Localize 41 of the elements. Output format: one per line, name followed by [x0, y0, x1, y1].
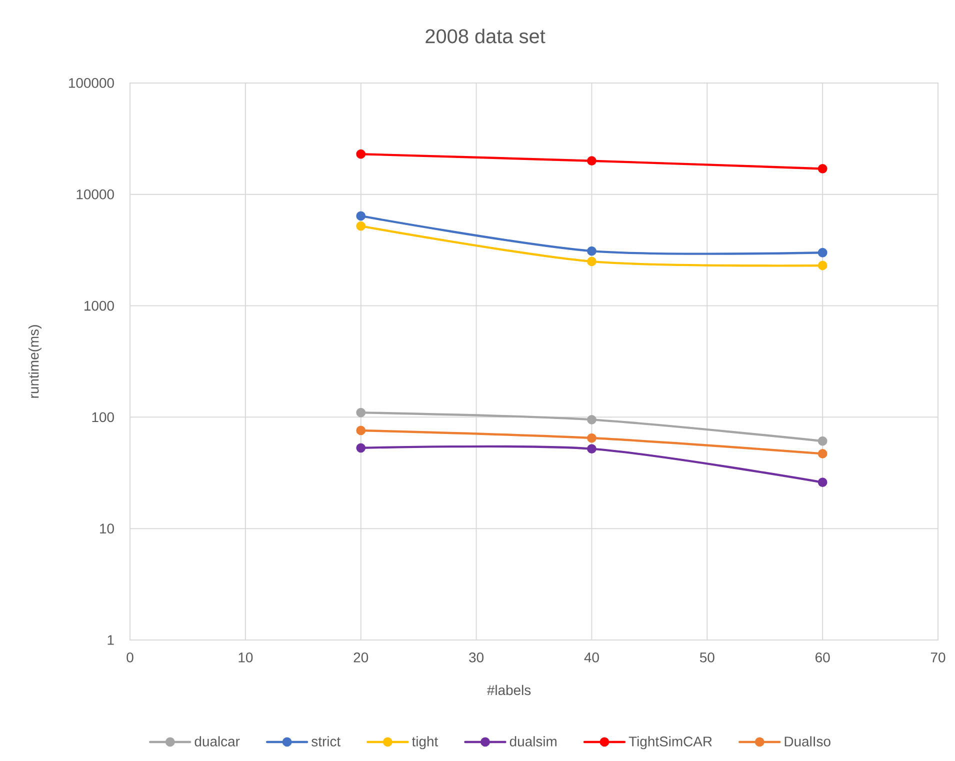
- y-tick-label: 100000: [69, 78, 114, 88]
- point: [587, 156, 596, 166]
- x-tick-label: 20: [354, 652, 368, 662]
- point: [818, 436, 828, 446]
- x-tick-label: 0: [126, 652, 134, 662]
- point: [356, 443, 366, 453]
- point: [356, 211, 366, 221]
- chart-title: 2008 data set: [426, 28, 546, 44]
- x-tick-label: 60: [816, 652, 830, 662]
- point: [356, 426, 366, 436]
- legend-label: DualIso: [784, 736, 830, 746]
- x-tick-label: 70: [930, 652, 946, 662]
- point: [356, 408, 366, 418]
- x-tick-label: 10: [238, 652, 253, 662]
- point: [587, 433, 596, 443]
- legend-label: TightSimCAR: [628, 736, 712, 750]
- y-tick-label: 10000: [76, 189, 114, 200]
- y-axis-title: runtime(ms): [28, 325, 42, 398]
- y-tick-label: 1: [108, 635, 114, 645]
- legend-label: dualcar: [194, 736, 240, 746]
- legend-label: dualsim: [510, 736, 556, 746]
- point: [587, 414, 596, 424]
- y-tick-label: 1000: [84, 300, 114, 311]
- legend-label: strict: [312, 736, 340, 746]
- point: [356, 221, 366, 231]
- x-tick-label: 30: [469, 652, 484, 662]
- x-tick-label: 40: [584, 652, 599, 662]
- x-axis-title: #labels: [487, 684, 531, 696]
- point: [818, 449, 828, 458]
- y-tick-label: 10: [100, 524, 114, 534]
- point: [587, 246, 596, 256]
- y-tick-label: 100: [92, 412, 114, 422]
- point: [818, 260, 828, 270]
- x-tick-label: 50: [700, 652, 714, 662]
- point: [818, 248, 828, 258]
- point: [587, 444, 596, 454]
- point: [356, 149, 366, 159]
- legend-label: tight: [412, 736, 438, 750]
- point: [587, 256, 596, 266]
- point: [818, 164, 828, 174]
- point: [818, 478, 828, 488]
